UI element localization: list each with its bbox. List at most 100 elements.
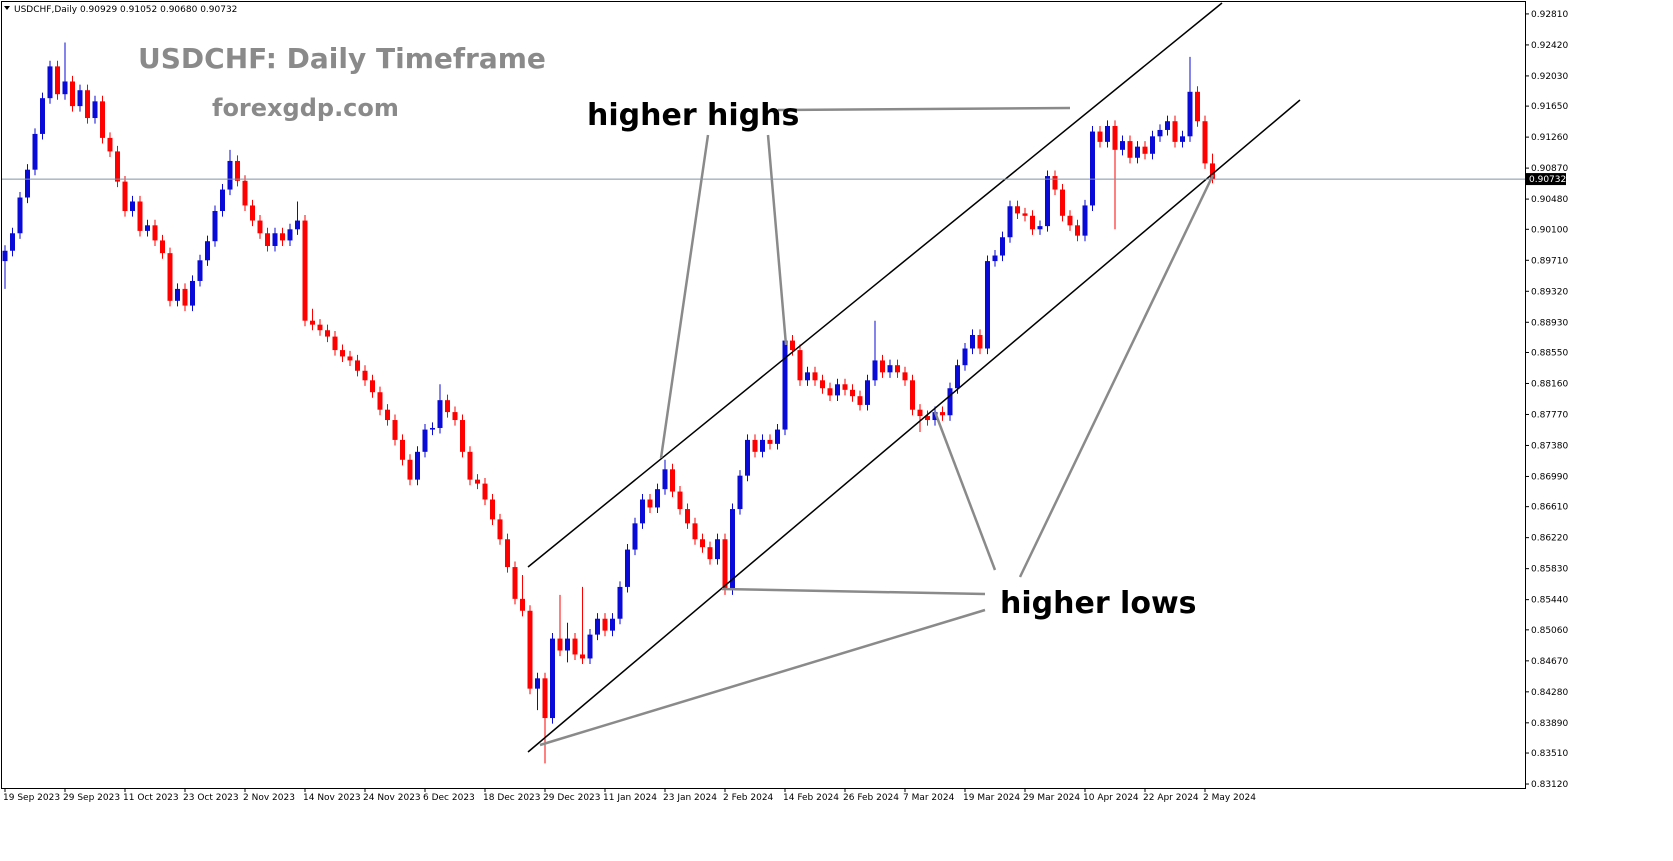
y-tick-label: 0.91260 — [1531, 133, 1568, 143]
candle-body — [782, 340, 788, 430]
x-tick-label: 18 Dec 2023 — [483, 793, 541, 803]
candle-body — [512, 567, 518, 599]
x-tick-label: 6 Dec 2023 — [423, 793, 475, 803]
candle-body — [392, 420, 398, 440]
candle-body — [287, 229, 293, 241]
y-tick-label: 0.90480 — [1531, 195, 1568, 205]
candle-body — [332, 336, 338, 351]
candle-body — [317, 324, 323, 331]
chart-title: USDCHF: Daily Timeframe — [138, 42, 546, 75]
candle-body — [40, 98, 45, 134]
y-tick-label: 0.85060 — [1531, 626, 1568, 636]
candle-body — [595, 618, 600, 635]
candle-body — [715, 539, 720, 560]
pointer-line — [933, 411, 997, 571]
candle-body — [550, 638, 555, 719]
candle-body — [707, 547, 713, 560]
x-tick-label: 7 Mar 2024 — [903, 793, 955, 803]
candle-body — [220, 189, 225, 212]
x-tick-label: 29 Mar 2024 — [1023, 793, 1080, 803]
y-tick-label: 0.89320 — [1531, 287, 1568, 297]
candle-body — [355, 360, 360, 371]
candle-body — [617, 586, 623, 619]
candle-body — [1000, 237, 1005, 256]
trend-lines — [527, 2, 1301, 753]
candle-body — [475, 479, 480, 484]
candle-body — [2, 250, 8, 262]
candle-body — [482, 483, 488, 500]
candle-body — [55, 66, 60, 95]
candle-body — [407, 459, 413, 480]
candle-body — [257, 220, 263, 234]
candle-body — [130, 201, 135, 212]
candle-body — [745, 439, 750, 476]
candle-body — [572, 638, 578, 655]
x-tick-label: 10 Apr 2024 — [1083, 793, 1139, 803]
candle-body — [790, 340, 795, 351]
candle-body — [760, 439, 765, 452]
y-tick-label: 0.85830 — [1531, 565, 1568, 575]
candle-body — [47, 66, 53, 99]
candle-body — [812, 372, 818, 381]
candle-body — [272, 233, 278, 246]
candle-body — [610, 618, 615, 631]
candle-body — [62, 81, 68, 95]
candle-body — [1112, 125, 1118, 150]
candle-body — [857, 396, 863, 405]
candle-body — [805, 372, 810, 381]
candle-body — [850, 389, 855, 397]
candle-body — [947, 388, 953, 416]
x-tick-label: 2 May 2024 — [1203, 793, 1256, 803]
candle-body — [962, 348, 968, 366]
candle-body — [580, 654, 585, 659]
candle-body — [190, 280, 195, 306]
candle-body — [1045, 176, 1050, 227]
candle-body — [977, 334, 983, 349]
y-tick-label: 0.84670 — [1531, 657, 1568, 667]
candle-body — [347, 356, 353, 361]
candle-body — [362, 370, 368, 381]
candle-body — [880, 360, 885, 373]
y-tick-label: 0.88160 — [1531, 379, 1568, 389]
candle-body — [17, 197, 23, 234]
pointer-line — [777, 106, 1071, 112]
candle-body — [422, 429, 428, 452]
y-tick-label: 0.84280 — [1531, 688, 1568, 698]
candle-body — [1067, 215, 1073, 226]
candle-body — [925, 416, 930, 421]
candle-body — [295, 220, 300, 230]
y-tick-label: 0.88550 — [1531, 348, 1568, 358]
candle-body — [1172, 121, 1178, 142]
candle-body — [145, 225, 150, 231]
candle-body — [70, 81, 75, 107]
candle-body — [1015, 206, 1020, 214]
candle-body — [1195, 91, 1200, 122]
candle-body — [542, 678, 548, 719]
x-tick-label: 14 Feb 2024 — [783, 793, 839, 803]
pointer-line — [766, 134, 788, 346]
candle-body — [1022, 213, 1028, 216]
candle-body — [167, 253, 173, 301]
candle-body — [1187, 91, 1193, 137]
candle-body — [820, 380, 825, 389]
candle-body — [730, 509, 735, 590]
candle-body — [625, 549, 630, 587]
candle-body — [910, 380, 915, 410]
candle-body — [685, 509, 690, 524]
y-tick-label: 0.91650 — [1531, 102, 1568, 112]
candle-body — [122, 181, 128, 212]
y-tick-label: 0.87770 — [1531, 410, 1568, 420]
candle-body — [490, 499, 495, 520]
y-tick-label: 0.88930 — [1531, 318, 1568, 328]
candle-body — [505, 539, 510, 568]
x-tick-label: 14 Nov 2023 — [303, 793, 361, 803]
x-tick-label: 2 Nov 2023 — [243, 793, 295, 803]
current-price-label: 0.90732 — [1529, 175, 1566, 185]
candle-body — [10, 233, 15, 251]
pointer-line — [659, 134, 710, 459]
candle-body — [662, 469, 668, 490]
candle-body — [700, 539, 705, 548]
candle-body — [587, 634, 593, 659]
upper-channel-line — [527, 2, 1223, 568]
